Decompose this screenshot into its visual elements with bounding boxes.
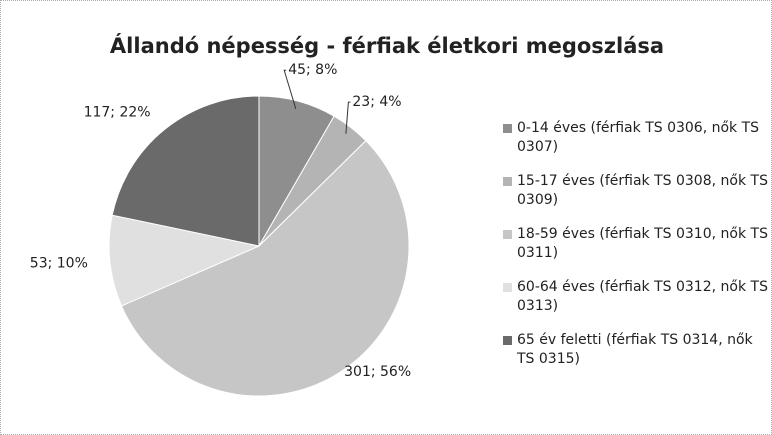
- legend-swatch: [503, 336, 512, 345]
- chart-title: Állandó népesség - férfiak életkori mego…: [110, 33, 664, 58]
- data-label: 45; 8%: [288, 62, 337, 78]
- legend-label: 18-59 éves (férfiak TS 0310, nők TS 0311…: [517, 226, 768, 261]
- legend-swatch: [503, 124, 512, 133]
- legend-item: 60-64 éves (férfiak TS 0312, nők TS 0313…: [503, 278, 771, 331]
- data-label: 53; 10%: [30, 256, 88, 272]
- legend: 0-14 éves (férfiak TS 0306, nők TS 0307)…: [503, 119, 771, 384]
- leader-line: [345, 101, 351, 134]
- pie-slice: [108, 214, 261, 307]
- legend-item: 18-59 éves (férfiak TS 0310, nők TS 0311…: [503, 225, 771, 278]
- data-label: 117; 22%: [84, 104, 151, 120]
- legend-swatch: [503, 283, 512, 292]
- leader-line: [283, 69, 297, 110]
- legend-item: 0-14 éves (férfiak TS 0306, nők TS 0307): [503, 119, 771, 172]
- legend-label: 60-64 éves (férfiak TS 0312, nők TS 0313…: [517, 279, 768, 314]
- legend-label: 0-14 éves (férfiak TS 0306, nők TS 0307): [517, 120, 760, 155]
- legend-swatch: [503, 230, 512, 239]
- data-label: 23; 4%: [352, 94, 401, 110]
- data-label: 301; 56%: [344, 364, 411, 380]
- legend-label: 65 év feletti (férfiak TS 0314, nők TS 0…: [517, 332, 753, 367]
- pie-slice: [111, 95, 260, 247]
- legend-item: 65 év feletti (férfiak TS 0314, nők TS 0…: [503, 331, 771, 384]
- pie-slice: [120, 140, 410, 397]
- legend-item: 15-17 éves (férfiak TS 0308, nők TS 0309…: [503, 172, 771, 225]
- legend-label: 15-17 éves (férfiak TS 0308, nők TS 0309…: [517, 173, 768, 208]
- legend-swatch: [503, 177, 512, 186]
